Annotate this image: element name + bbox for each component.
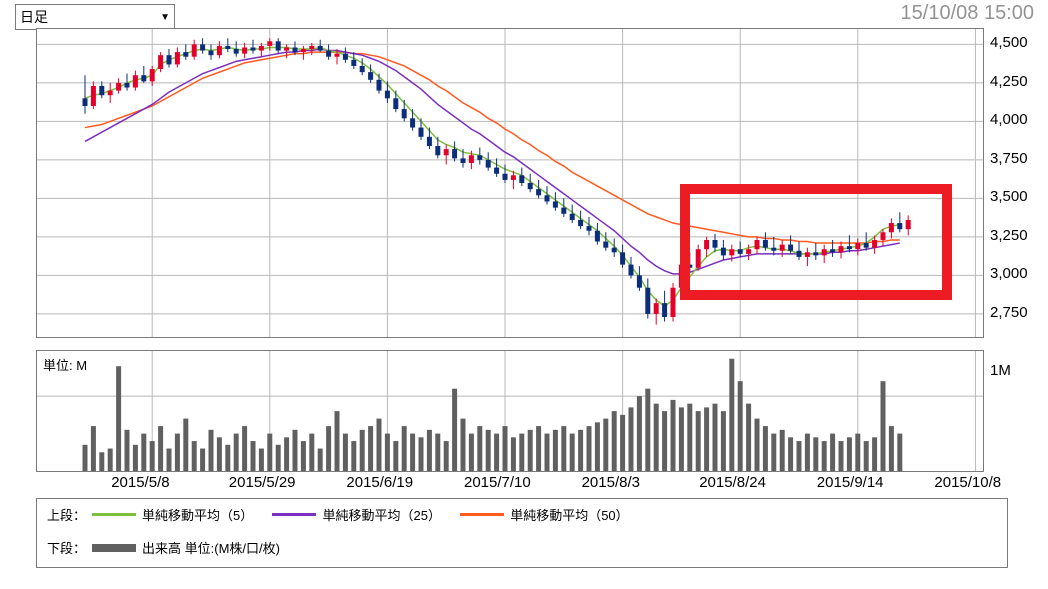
legend-sma5-label: 単純移動平均（5） — [142, 505, 253, 524]
x-tick-label: 2015/8/24 — [699, 474, 766, 491]
price-ytick-label: 3,000 — [990, 265, 1028, 282]
legend-sma50-swatch — [460, 513, 504, 516]
x-tick-label: 2015/7/10 — [464, 474, 531, 491]
legend-sma50-label: 単純移動平均（50） — [510, 505, 628, 524]
legend-lower-label: 下段： — [47, 538, 86, 557]
x-tick-label: 2015/10/8 — [934, 474, 1001, 491]
x-tick-label: 2015/6/19 — [346, 474, 413, 491]
volume-chart: 単位: M — [36, 350, 984, 472]
price-ytick-label: 4,500 — [990, 34, 1028, 51]
legend-sma25-swatch — [272, 513, 316, 516]
legend-sma5-swatch — [92, 513, 136, 516]
timeframe-select[interactable]: 日足 ▼ — [15, 4, 175, 30]
price-ytick-label: 3,750 — [990, 150, 1028, 167]
x-tick-label: 2015/8/3 — [582, 474, 640, 491]
x-tick-label: 2015/9/14 — [817, 474, 884, 491]
price-ytick-label: 2,750 — [990, 304, 1028, 321]
highlight-box — [680, 184, 952, 300]
legend-lower-text: 出来高 単位:(M株/口/枚) — [142, 538, 280, 557]
legend-volume-swatch — [92, 544, 136, 552]
x-tick-label: 2015/5/29 — [229, 474, 296, 491]
x-tick-label: 2015/5/8 — [111, 474, 169, 491]
timeframe-select-value: 日足 — [20, 7, 48, 27]
volume-ytick-label: 1M — [990, 362, 1011, 379]
price-ytick-label: 4,000 — [990, 111, 1028, 128]
legend-sma25-label: 単純移動平均（25） — [322, 505, 440, 524]
price-ytick-label: 4,250 — [990, 73, 1028, 90]
legend-upper-label: 上段： — [47, 505, 86, 524]
price-ytick-label: 3,250 — [990, 227, 1028, 244]
timestamp-label: 15/10/08 15:00 — [901, 2, 1034, 25]
price-ytick-label: 3,500 — [990, 188, 1028, 205]
chevron-down-icon: ▼ — [160, 12, 170, 23]
legend-box: 上段： 単純移動平均（5） 単純移動平均（25） 単純移動平均（50） 下段： … — [36, 498, 1008, 568]
